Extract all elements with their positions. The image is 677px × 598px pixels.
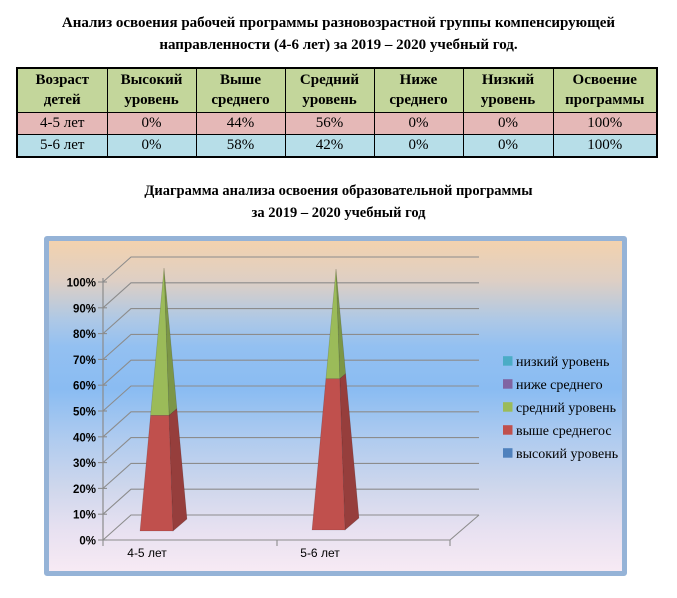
x-axis-category-label: 4-5 лет <box>127 546 167 560</box>
table-cell: 0% <box>373 134 464 158</box>
table-header-cell: Низкий уровень <box>462 67 554 113</box>
pyramid-front-top-segment <box>150 267 170 416</box>
table-header-cell: Ниже среднего <box>373 67 464 113</box>
table-cell: 0% <box>462 112 554 135</box>
table-cell: 0% <box>106 134 197 158</box>
legend-marker <box>503 425 513 435</box>
gridline <box>102 462 479 489</box>
table-cell: 42% <box>284 134 375 158</box>
chart-title-line2: за 2019 – 2020 учебный год <box>251 205 426 221</box>
x-axis-category-label: 5-6 лет <box>300 546 340 560</box>
results-table: Возраст детей Высокий уровень Выше среднег… <box>16 67 658 158</box>
legend-label: ниже среднего <box>516 378 603 393</box>
chart-title-line1: Диаграмма анализа освоения образовательн… <box>144 183 533 199</box>
y-axis-tick-label: 70% <box>73 355 96 367</box>
table-header-cell: Средний уровень <box>284 67 375 113</box>
table-cell: 0% <box>373 112 464 135</box>
gridline <box>102 488 479 515</box>
legend-marker <box>503 379 513 389</box>
document-title-line1: Анализ освоения рабочей программы разнов… <box>61 15 616 31</box>
pyramid-side-top-segment <box>335 268 346 380</box>
pyramid-front-bottom-segment <box>139 414 174 532</box>
table-cell: 100% <box>552 112 658 135</box>
table-cell: 56% <box>284 112 375 135</box>
chart: 0% 10% 20% 30% 40% 50% 60% 70% 80% 90% 100% 4-5 лет… <box>44 236 627 576</box>
y-axis-tick-label: 40% <box>73 432 96 444</box>
table-row: 4-5 лет 0% 44% 56% 0% 0% 100% <box>16 112 658 135</box>
y-axis-tick-label: 50% <box>73 407 96 419</box>
document-title: Анализ освоения рабочей программы разнов… <box>0 12 677 56</box>
gridline <box>102 308 479 335</box>
y-axis-tick-label: 100% <box>67 278 96 290</box>
pyramid-front-top-segment <box>325 268 341 379</box>
table-cell: 100% <box>552 134 658 158</box>
legend-label: низкий уровень <box>516 355 609 370</box>
table-header-cell: Высокий уровень <box>106 67 197 113</box>
document-title-line2: направленности (4-6 лет) за 2019 – 2020 … <box>159 37 518 53</box>
legend-marker <box>503 356 513 366</box>
gridline <box>102 256 479 283</box>
y-axis-tick-label: 30% <box>73 458 96 470</box>
table-row: 5-6 лет 0% 58% 42% 0% 0% 100% <box>16 134 658 158</box>
gridline <box>102 514 479 541</box>
table-cell: 58% <box>195 134 286 158</box>
legend-label: высокий уровень <box>516 447 618 462</box>
y-axis-tick-label: 20% <box>73 484 96 496</box>
legend-label: средний уровень <box>516 401 616 416</box>
table-header-cell: Освоение программы <box>552 67 658 113</box>
chart-title: Диаграмма анализа освоения образовательн… <box>0 180 677 224</box>
table-cell: 5-6 лет <box>16 134 108 158</box>
gridline <box>102 359 479 386</box>
y-axis-tick-label: 10% <box>73 510 96 522</box>
table-header-cell: Выше среднего <box>195 67 286 113</box>
pyramid-front-bottom-segment <box>311 378 346 531</box>
gridline <box>102 385 479 412</box>
chart-canvas: 0% 10% 20% 30% 40% 50% 60% 70% 80% 90% 100% 4-5 лет… <box>67 256 618 560</box>
table-cell: 44% <box>195 112 286 135</box>
legend-marker <box>503 448 513 458</box>
gridline <box>102 282 479 309</box>
table-cell: 4-5 лет <box>16 112 108 135</box>
table-cell: 0% <box>106 112 197 135</box>
gridline <box>102 437 479 464</box>
y-axis-tick-label: 80% <box>73 329 96 341</box>
table-header-cell: Возраст детей <box>16 67 108 113</box>
gridline <box>102 333 479 360</box>
gridline <box>102 411 479 438</box>
table-header-row: Возраст детей Высокий уровень Выше среднег… <box>16 67 658 113</box>
y-axis-tick-label: 60% <box>73 381 96 393</box>
y-axis-tick-label: 90% <box>73 303 96 315</box>
legend-label: выше среднегос <box>516 424 612 439</box>
legend-marker <box>503 402 513 412</box>
y-axis-tick-label: 0% <box>79 536 96 548</box>
table-cell: 0% <box>462 134 554 158</box>
